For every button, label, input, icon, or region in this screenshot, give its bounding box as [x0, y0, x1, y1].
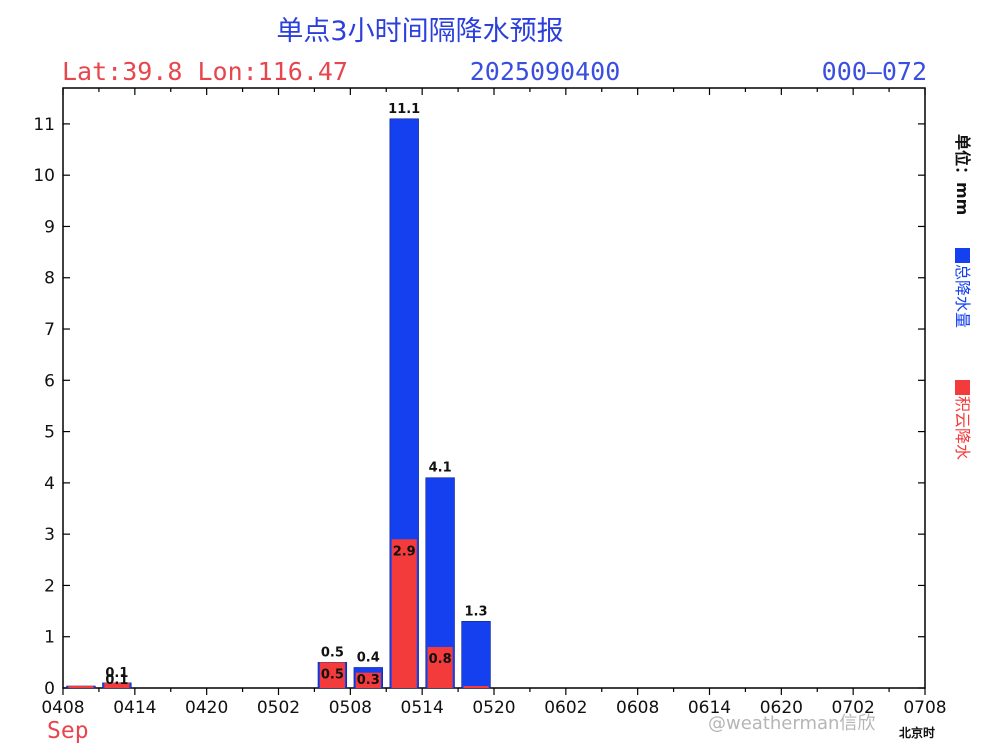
convective-bar [68, 686, 94, 688]
plot-frame [62, 87, 926, 689]
init-time-label: 2025090400 [470, 57, 621, 86]
month-label: Sep [47, 718, 89, 744]
convective-bar [355, 672, 381, 688]
total-value-label: 1.3 [465, 604, 488, 619]
total-value-label: 0.5 [321, 645, 344, 660]
legend-convective-swatch [955, 380, 970, 395]
legend-total-swatch [955, 248, 970, 263]
convective-bar [104, 682, 130, 688]
y-tick-label: 0 [44, 679, 55, 699]
x-tick-label: 0408 [41, 698, 84, 718]
x-tick-label: 0708 [903, 698, 946, 718]
total-value-label: 0.1 [105, 666, 128, 681]
y-axis: 0 1 2 3 4 5 6 7 8 9 10 11 [33, 115, 925, 699]
total-value-labels: 0.1 0.5 0.4 11.1 4.1 1.3 [105, 102, 487, 681]
x-tick-label: 0620 [760, 698, 803, 718]
x-tick-label: 0508 [329, 698, 372, 718]
forecast-range-label: 000—072 [822, 57, 927, 86]
unit-label: 单位：mm [953, 134, 972, 215]
convective-value-label: 0.1 [105, 673, 128, 688]
total-value-label: 4.1 [429, 461, 452, 476]
y-tick-label: 11 [33, 115, 55, 135]
convective-value-label: 0.3 [357, 673, 380, 688]
convective-bar [427, 646, 453, 688]
y-tick-label: 6 [44, 371, 55, 391]
x-tick-label: 0614 [688, 698, 731, 718]
location-label: Lat:39.8 Lon:116.47 [62, 57, 348, 86]
convective-precipitation-bars [68, 539, 489, 688]
y-tick-label: 4 [44, 474, 55, 494]
convective-value-label: 0.8 [429, 652, 452, 667]
y-tick-label: 3 [44, 525, 55, 545]
x-tick-label: 0702 [832, 698, 875, 718]
x-tick-label: 0420 [185, 698, 228, 718]
convective-bar [463, 686, 489, 688]
convective-value-label: 0.5 [321, 667, 344, 682]
y-tick-label: 10 [33, 166, 55, 186]
y-tick-label: 9 [44, 217, 55, 237]
x-tick-label: 0502 [257, 698, 300, 718]
y-tick-label: 5 [44, 423, 55, 443]
watermark: @weatherman信欣 [708, 713, 875, 734]
legend-total-label: 总降水量 [953, 264, 972, 328]
total-value-label: 11.1 [388, 102, 420, 117]
x-axis: 0408 0414 0420 0502 0508 0514 0520 0602 0608 0614… [41, 88, 947, 718]
y-tick-label: 8 [44, 269, 55, 289]
convective-bar [391, 539, 417, 688]
legend-convective-label: 积云降水 [953, 396, 972, 460]
convective-value-label: 2.9 [393, 544, 416, 559]
total-bar [461, 621, 491, 689]
time-zone-label: 北京时 [899, 725, 935, 740]
convective-value-labels: 0.1 0.5 0.3 2.9 0.8 [105, 544, 451, 688]
y-tick-label: 1 [44, 628, 55, 648]
total-value-label: 0.4 [357, 650, 380, 665]
chart-title: 单点3小时间隔降水预报 [276, 16, 563, 47]
y-tick-label: 7 [44, 320, 55, 340]
x-tick-label: 0514 [401, 698, 444, 718]
x-tick-label: 0608 [616, 698, 659, 718]
x-tick-label: 0414 [113, 698, 156, 718]
y-tick-label: 2 [44, 576, 55, 596]
x-tick-label: 0520 [472, 698, 515, 718]
x-tick-label: 0602 [544, 698, 587, 718]
convective-bar [319, 662, 345, 688]
